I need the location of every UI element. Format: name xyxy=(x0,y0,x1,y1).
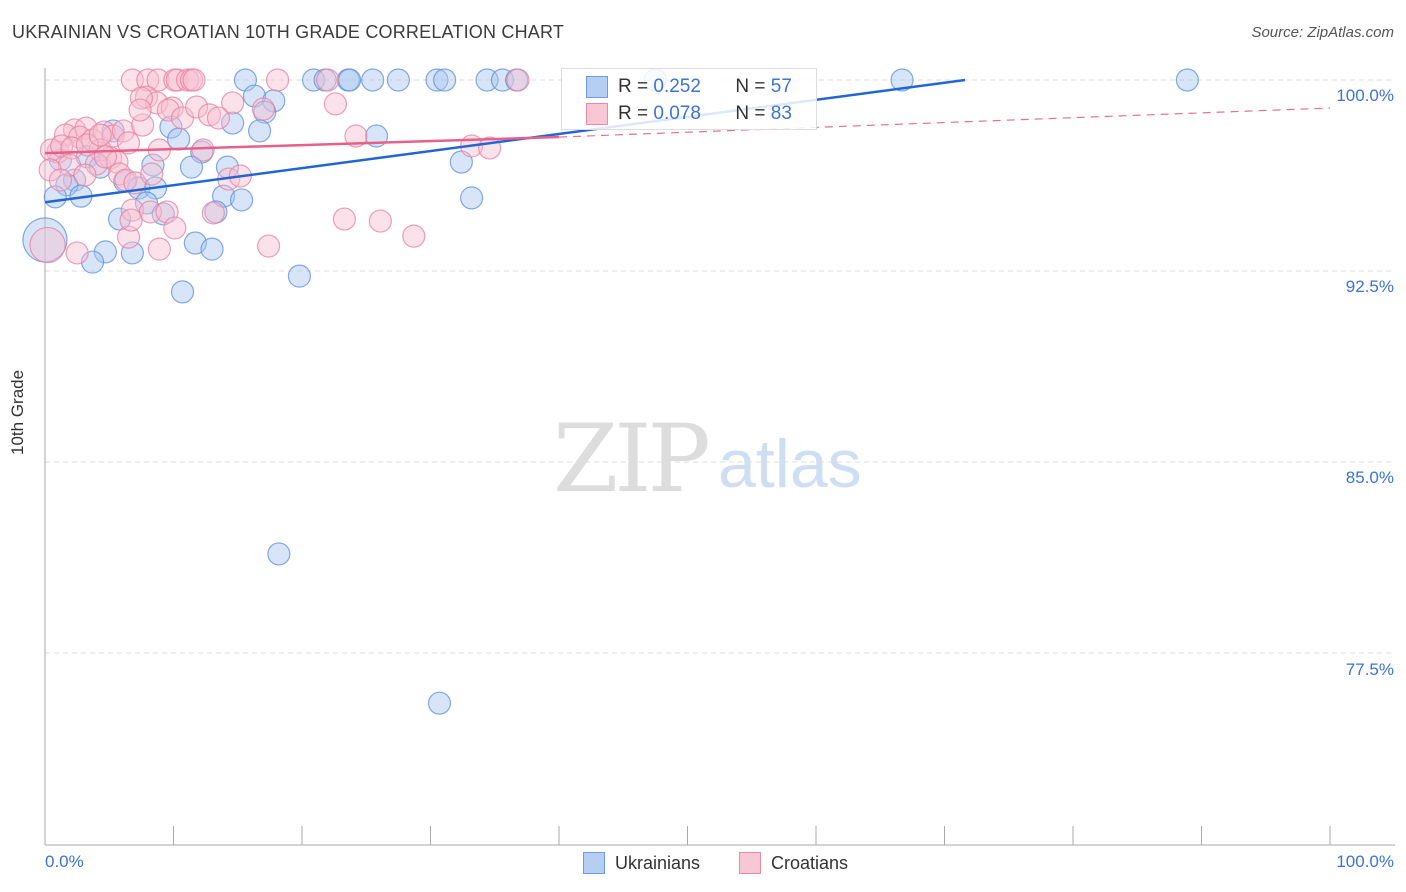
ukrainians-point xyxy=(427,691,452,715)
n-value: 83 xyxy=(770,103,792,124)
croatians-point xyxy=(111,119,135,143)
y-axis-label: 10th Grade xyxy=(8,369,27,455)
legend-row-croatians: R = 0.078 N = 83 xyxy=(586,102,792,126)
croatians-point xyxy=(323,92,348,116)
ukrainians-point xyxy=(170,280,195,304)
croatians-point xyxy=(160,96,184,120)
r-value: 0.252 xyxy=(653,76,701,97)
ukrainians-point xyxy=(386,68,410,92)
croatians-point xyxy=(73,163,97,187)
croatians-point xyxy=(402,224,426,248)
ukrainians-point xyxy=(179,155,204,179)
croatians-point xyxy=(38,158,62,182)
croatians-point xyxy=(88,123,112,147)
croatians-point xyxy=(221,91,245,115)
legend-label: Ukrainians xyxy=(615,852,701,873)
ukrainians-point xyxy=(204,200,228,224)
croatians-point xyxy=(197,103,222,127)
ukrainians-point xyxy=(93,240,117,264)
croatians-point xyxy=(116,225,141,249)
ukrainians-point xyxy=(1175,68,1199,92)
croatians-point xyxy=(147,237,171,261)
legend-item-ukrainians: Ukrainians xyxy=(583,852,700,874)
ukrainians-point xyxy=(287,264,312,288)
croatians-point xyxy=(256,234,281,258)
croatians-point xyxy=(136,68,160,92)
croatians-point xyxy=(48,168,73,192)
legend-label: Croatians xyxy=(771,852,849,873)
ukrainians-point xyxy=(159,115,183,139)
croatians-point xyxy=(140,162,164,186)
n-label: N = xyxy=(735,103,766,124)
croatians-point xyxy=(119,208,143,232)
ukrainians-point xyxy=(221,111,245,135)
croatians-point xyxy=(185,95,209,119)
r-value: 0.078 xyxy=(653,103,701,124)
ukrainians-point xyxy=(425,68,449,92)
n-value: 57 xyxy=(770,76,792,97)
croatians-trend-line xyxy=(44,135,560,155)
ukrainians-point xyxy=(433,68,457,92)
croatians-point xyxy=(251,97,276,121)
ukrainians-swatch xyxy=(583,852,605,874)
croatians-swatch xyxy=(739,852,761,874)
croatians-trend-extension xyxy=(558,107,1331,138)
x-tick-label: 0.0% xyxy=(45,852,84,871)
croatians-point xyxy=(201,201,225,225)
ukrainians-point xyxy=(55,173,79,197)
ukrainians-point xyxy=(460,186,484,210)
ukrainians-point xyxy=(267,542,291,566)
n-label: N = xyxy=(735,76,766,97)
ukrainians-point xyxy=(200,237,224,261)
croatians-point xyxy=(332,207,357,231)
x-tick-label: 100.0% xyxy=(1336,852,1394,871)
croatians-point xyxy=(165,68,189,92)
croatians-point xyxy=(368,209,392,233)
legend-row-ukrainians: R = 0.252 N = 57 xyxy=(586,75,792,99)
croatians-point xyxy=(506,68,530,92)
croatians-point xyxy=(131,113,155,137)
croatians-point xyxy=(316,68,340,92)
ukrainians-point xyxy=(337,68,362,92)
ukrainians-point xyxy=(101,119,125,143)
croatians-point xyxy=(182,68,206,92)
croatians-point xyxy=(128,98,152,122)
stats-legend: R = 0.252 N = 57 R = 0.078 N = 83 xyxy=(561,68,817,130)
chart-source: Source: ZipAtlas.com xyxy=(1251,24,1394,41)
r-label: R = xyxy=(618,76,649,97)
croatians-point xyxy=(206,106,231,130)
croatians-swatch xyxy=(586,103,608,125)
y-tick-label: 77.5% xyxy=(1345,660,1394,679)
ukrainians-point xyxy=(247,119,272,143)
y-tick-label: 100.0% xyxy=(1336,86,1394,105)
chart-title: UKRAINIAN VS CROATIAN 10TH GRADE CORRELA… xyxy=(12,22,565,42)
y-tick-label: 92.5% xyxy=(1345,277,1394,296)
croatians-point xyxy=(129,86,153,110)
ukrainians-point xyxy=(167,127,191,151)
r-label: R = xyxy=(618,103,649,124)
legend-item-croatians: Croatians xyxy=(739,852,848,874)
watermark-atlas: atlas xyxy=(718,426,862,502)
croatians-point xyxy=(163,216,187,240)
croatians-point xyxy=(93,145,117,169)
ukrainians-point xyxy=(141,153,165,177)
croatians-point xyxy=(344,124,368,148)
ukrainians-point xyxy=(361,68,385,92)
croatians-point xyxy=(120,198,144,222)
croatians-point xyxy=(156,98,180,122)
croatians-point xyxy=(191,138,215,162)
croatians-point xyxy=(116,131,141,155)
croatians-point xyxy=(29,226,66,264)
croatians-point xyxy=(138,200,162,224)
ukrainians-point xyxy=(230,188,254,212)
y-tick-label: 85.0% xyxy=(1345,468,1394,487)
croatians-point xyxy=(65,241,89,265)
watermark-zip: ZIP xyxy=(553,405,711,514)
ukrainians-point xyxy=(890,68,914,92)
croatians-point xyxy=(265,68,290,92)
ukrainians-swatch xyxy=(586,76,608,98)
croatians-point xyxy=(146,68,170,92)
